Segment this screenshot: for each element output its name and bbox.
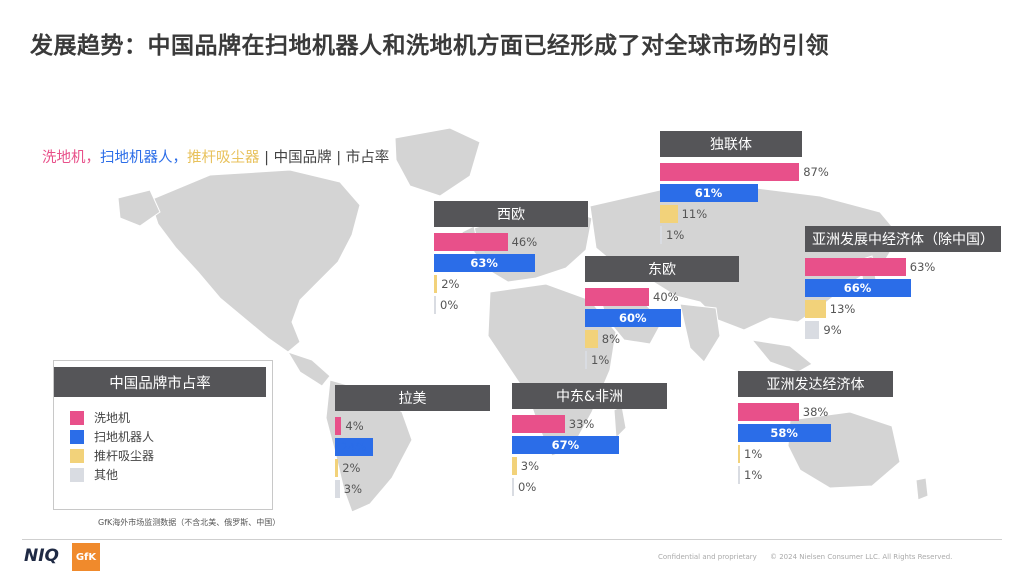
- legend-swatch-other: [70, 467, 84, 482]
- bar-label-developing-asia-washer: 63%: [909, 260, 936, 274]
- region-title-eastern-europe: 东欧: [585, 256, 739, 282]
- region-title-middle-east-africa: 中东&非洲: [512, 383, 667, 409]
- legend-title: 中国品牌市占率: [54, 367, 266, 397]
- region-title-western-europe: 西欧: [434, 201, 588, 227]
- bar-label-middle-east-africa-stick: 3%: [520, 459, 540, 473]
- map-madagascar: [613, 405, 627, 440]
- map-north-america: [149, 169, 361, 353]
- bar-developing-asia-other: [805, 321, 820, 339]
- bar-label-eastern-europe-stick: 8%: [601, 332, 621, 346]
- bar-label-western-europe-robot: 63%: [470, 256, 498, 270]
- subtitle-robot: 扫地机器人，: [100, 150, 187, 166]
- bar-label-developed-asia-other: 1%: [744, 468, 763, 482]
- legend-label-robot: 扫地机器人: [94, 430, 155, 444]
- bar-label-cis-stick: 11%: [681, 207, 708, 221]
- bar-eastern-europe-washer: [585, 288, 649, 306]
- map-alaska: [117, 189, 161, 227]
- gfk-logo: GfK: [72, 543, 100, 571]
- legend-label-washer: 洗地机: [94, 411, 131, 425]
- bar-western-europe-robot: [434, 254, 535, 272]
- source-note: GfK海外市场监测数据（不含北美、俄罗斯、中国）: [98, 518, 281, 527]
- region-title-latin-america: 拉美: [335, 385, 490, 411]
- bar-label-middle-east-africa-washer: 33%: [568, 417, 595, 431]
- map-southeast-asia: [750, 339, 813, 373]
- legend-swatch-robot: [70, 429, 84, 444]
- bar-label-latin-america-other: 3%: [343, 482, 363, 496]
- bar-label-western-europe-other: 0%: [440, 298, 459, 312]
- bar-label-western-europe-washer: 46%: [511, 235, 538, 249]
- bar-developed-asia-other: [738, 466, 740, 484]
- bar-developing-asia-robot: [805, 279, 911, 297]
- bar-cis-stick: [660, 205, 678, 223]
- footer-divider: [22, 539, 1002, 540]
- bar-middle-east-africa-other: [512, 478, 514, 496]
- map-greenland: [394, 127, 481, 197]
- bar-label-latin-america-robot: 24%: [341, 440, 367, 454]
- bar-eastern-europe-stick: [585, 330, 598, 348]
- legend-label-stick: 推杆吸尘器: [94, 449, 155, 463]
- bar-developing-asia-stick: [805, 300, 826, 318]
- bar-eastern-europe-other: [585, 351, 587, 369]
- bar-latin-america-stick: [335, 459, 339, 477]
- bar-label-developing-asia-robot: 66%: [843, 281, 872, 295]
- legend-item-washer: 洗地机: [70, 409, 130, 426]
- bar-label-latin-america-stick: 2%: [342, 461, 361, 475]
- bar-label-eastern-europe-other: 1%: [591, 353, 610, 367]
- legend-swatch-washer: [70, 410, 84, 425]
- legend-label-other: 其他: [94, 468, 119, 482]
- confidential-note: Confidential and proprietary: [658, 553, 757, 561]
- bar-label-latin-america-washer: 4%: [345, 419, 364, 433]
- bar-western-europe-stick: [434, 275, 438, 293]
- map-new-zealand: [915, 477, 929, 501]
- bar-latin-america-washer: [335, 417, 342, 435]
- bar-label-developed-asia-stick: 1%: [744, 447, 763, 461]
- bar-developing-asia-washer: [805, 258, 906, 276]
- bar-eastern-europe-robot: [585, 309, 681, 327]
- subtitle-washer: 洗地机，: [42, 150, 100, 166]
- legend-item-robot: 扫地机器人: [70, 428, 154, 445]
- region-title-developing-asia: 亚洲发展中经济体（除中国）: [805, 226, 1001, 252]
- bar-developed-asia-washer: [738, 403, 799, 421]
- bar-western-europe-washer: [434, 233, 508, 251]
- map-central-america: [286, 351, 331, 387]
- bar-label-developed-asia-washer: 38%: [802, 405, 829, 419]
- bar-middle-east-africa-robot: [512, 436, 620, 454]
- legend-item-stick: 推杆吸尘器: [70, 447, 154, 464]
- bar-label-middle-east-africa-other: 0%: [518, 480, 537, 494]
- bar-cis-washer: [660, 163, 800, 181]
- bar-label-middle-east-africa-robot: 67%: [551, 438, 580, 452]
- bar-label-cis-washer: 87%: [803, 165, 829, 179]
- bar-cis-robot: [660, 184, 758, 202]
- bar-developed-asia-stick: [738, 445, 740, 463]
- subtitle-stick: 推杆吸尘器: [187, 150, 260, 166]
- bar-latin-america-robot: [335, 438, 374, 456]
- niq-logo: NIQ: [24, 546, 60, 566]
- bar-label-western-europe-stick: 2%: [441, 277, 460, 291]
- bar-label-developing-asia-other: 9%: [823, 323, 842, 337]
- bar-label-cis-other: 1%: [666, 228, 685, 242]
- bar-cis-other: [660, 226, 662, 244]
- bar-label-cis-robot: 61%: [694, 186, 723, 200]
- bar-label-eastern-europe-washer: 40%: [653, 290, 679, 304]
- map-india: [679, 303, 721, 363]
- legend-box: 中国品牌市占率 洗地机 扫地机器人 推杆吸尘器 其他: [53, 360, 273, 510]
- bar-western-europe-other: [434, 296, 436, 314]
- legend-item-other: 其他: [70, 466, 118, 483]
- page-title: 发展趋势：中国品牌在扫地机器人和洗地机方面已经形成了对全球市场的引领: [30, 33, 829, 59]
- region-title-cis: 独联体: [660, 131, 802, 157]
- copyright-note: © 2024 Nielsen Consumer LLC. All Rights …: [770, 553, 953, 561]
- region-title-developed-asia: 亚洲发达经济体: [738, 371, 893, 397]
- bar-latin-america-other: [335, 480, 340, 498]
- bar-label-developed-asia-robot: 58%: [770, 426, 798, 440]
- bar-developed-asia-robot: [738, 424, 831, 442]
- bar-label-eastern-europe-robot: 60%: [619, 311, 647, 325]
- bar-middle-east-africa-stick: [512, 457, 517, 475]
- bar-label-developing-asia-stick: 13%: [829, 302, 856, 316]
- legend-swatch-stick: [70, 448, 84, 463]
- bar-middle-east-africa-washer: [512, 415, 565, 433]
